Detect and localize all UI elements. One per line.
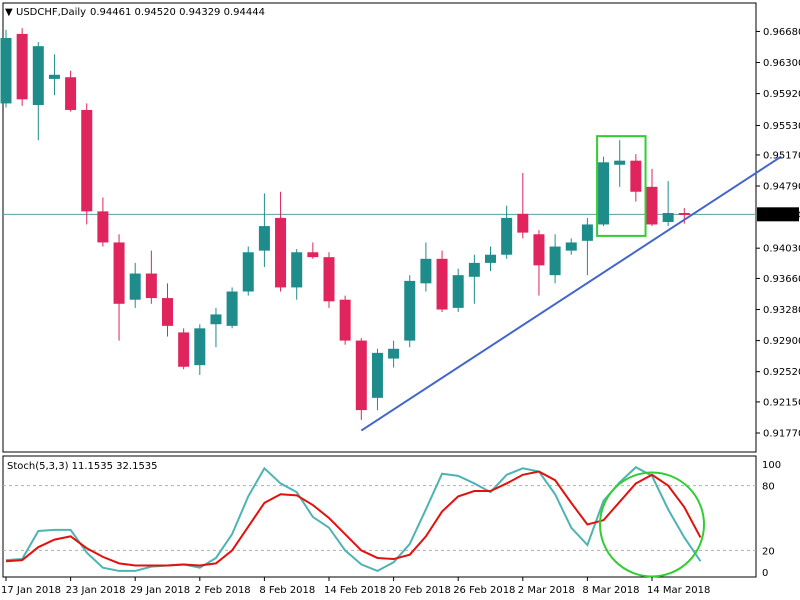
candle-body (258, 226, 270, 251)
main-layer (0, 28, 782, 432)
candle-body (565, 242, 577, 251)
stoch-tick-label: 80 (762, 482, 775, 493)
candle-body (662, 213, 674, 223)
collapse-arrow-icon[interactable]: ▼ (5, 7, 13, 18)
symbol-label: USDCHF,Daily (16, 7, 86, 18)
ohlc-readout: 0.94461 0.94520 0.94329 0.94444 (90, 7, 265, 18)
candle-body (113, 242, 125, 304)
candle-body (388, 348, 400, 359)
candle-body (339, 299, 351, 341)
candle-body (65, 77, 77, 110)
date-tick-label: 23 Jan 2018 (66, 585, 126, 596)
candle-body (646, 186, 658, 225)
candle-body (145, 273, 157, 299)
stoch-label: Stoch(5,3,3) 11.1535 32.1535 (7, 461, 158, 472)
candle-body (501, 217, 513, 255)
candle-body (581, 224, 593, 241)
candle-body (371, 352, 383, 398)
candle-body (178, 332, 190, 367)
candle-body (549, 246, 561, 276)
date-tick-label: 14 Mar 2018 (647, 585, 710, 596)
candle-body (275, 217, 287, 288)
stoch-main-line (5, 466, 702, 573)
candle-body (630, 160, 642, 192)
candle-body (420, 258, 432, 284)
candle-body (614, 160, 626, 165)
date-tick-label: 14 Feb 2018 (324, 585, 386, 596)
candle-body (323, 257, 335, 302)
candle-body (485, 254, 496, 263)
highlight-circle (599, 471, 705, 578)
candle-body (404, 280, 416, 341)
candle-body (291, 252, 303, 288)
current-price-tag-label: 0.94444 (761, 210, 800, 221)
candle-body (678, 213, 690, 216)
stoch-tick-label: 0 (762, 568, 768, 579)
candle-body (242, 252, 254, 292)
candle-body (0, 37, 12, 104)
candle-body (81, 109, 93, 212)
date-tick-label: 8 Feb 2018 (259, 585, 315, 596)
candle-body (194, 328, 206, 366)
candle-body (162, 298, 173, 326)
highlight-box (596, 135, 647, 237)
candle-body (32, 46, 44, 106)
candle-body (210, 314, 222, 325)
candle-body (468, 262, 480, 277)
candle-body (355, 340, 367, 411)
candle-body (129, 273, 141, 300)
stoch-signal-line (5, 470, 702, 567)
candle-body (48, 74, 60, 79)
candle-body (97, 211, 109, 243)
date-tick-label: 17 Jan 2018 (1, 585, 61, 596)
candle-body (307, 252, 319, 258)
candle-body (436, 258, 448, 310)
candle-body (226, 291, 238, 326)
stoch-tick-label: 20 (762, 546, 775, 557)
current-price-tag (757, 207, 799, 222)
date-tick-label: 26 Feb 2018 (453, 585, 515, 596)
candle-body (533, 234, 545, 266)
date-tick-label: 20 Feb 2018 (389, 585, 451, 596)
stoch-layer (3, 466, 756, 578)
candle-body (16, 33, 28, 100)
date-tick-label: 2 Mar 2018 (518, 585, 575, 596)
trendline (360, 155, 782, 432)
date-tick-label: 8 Mar 2018 (582, 585, 639, 596)
date-tick-label: 29 Jan 2018 (130, 585, 190, 596)
candle-body (452, 275, 464, 308)
candle-body (598, 162, 610, 225)
candle-body (517, 213, 529, 233)
date-tick-label: 2 Feb 2018 (195, 585, 251, 596)
stoch-tick-label: 100 (762, 460, 781, 471)
